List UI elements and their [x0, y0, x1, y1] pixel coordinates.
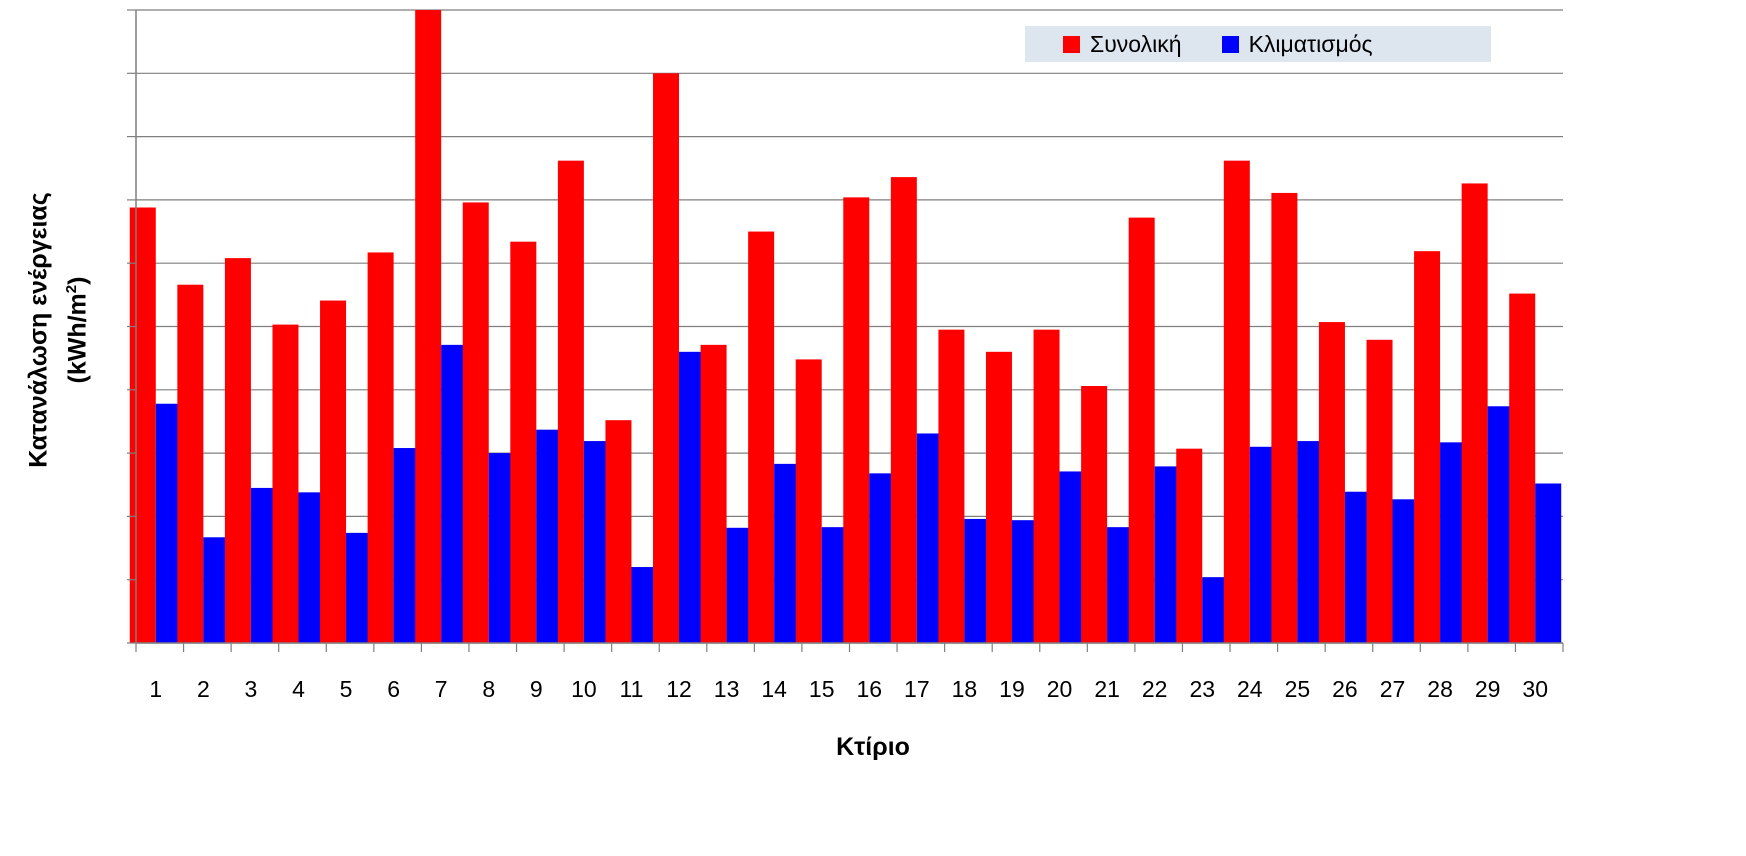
x-tick-label: 26: [1332, 676, 1358, 702]
x-tick-label: 10: [571, 676, 597, 702]
bar-total: [795, 359, 822, 643]
bar-total: [605, 420, 632, 643]
x-tick-label: 2: [197, 676, 210, 702]
bar-total: [557, 160, 584, 644]
bar-total: [1081, 386, 1108, 643]
bar-total: [1176, 448, 1203, 643]
legend-item-total: Συνολική: [1063, 31, 1182, 58]
x-tick-label: 24: [1237, 676, 1263, 702]
bar-total: [272, 324, 299, 643]
x-tick-label: 16: [856, 676, 882, 702]
x-tick-label: 6: [387, 676, 400, 702]
y-axis-label-unit: (kWh/m2): [63, 276, 92, 384]
x-tick-label: 12: [666, 676, 692, 702]
bar-total: [700, 344, 727, 643]
bar-total: [320, 300, 347, 643]
bar-total: [1318, 322, 1345, 643]
x-tick-label: 19: [999, 676, 1025, 702]
bar-total: [890, 177, 917, 643]
bars: [129, 10, 1562, 644]
bar-total: [224, 258, 251, 643]
x-tick-label: 21: [1094, 676, 1120, 702]
x-tick-label: 28: [1427, 676, 1453, 702]
axes: [127, 9, 1564, 652]
x-tick-label: 4: [292, 676, 305, 702]
bar-total: [938, 329, 965, 643]
bar-total: [748, 231, 775, 644]
legend: Συνολική Κλιματισμός: [1025, 26, 1491, 62]
x-tick-label: 1: [149, 676, 162, 702]
x-tick-label: 17: [904, 676, 930, 702]
bar-total: [177, 284, 204, 643]
x-tick-label: 22: [1142, 676, 1168, 702]
legend-swatch-cooling: [1221, 35, 1239, 53]
bar-total: [1033, 329, 1060, 643]
y-axis-label: Κατανάλωση ενέργειας (kWh/m2): [21, 192, 94, 468]
x-axis-label: Κτίριο: [836, 733, 910, 761]
bar-total: [985, 351, 1012, 643]
bar-total: [1509, 293, 1536, 643]
bar-total: [510, 241, 537, 644]
x-tick-label: 25: [1285, 676, 1311, 702]
x-tick-label: 27: [1380, 676, 1406, 702]
x-tick-label: 8: [482, 676, 495, 702]
x-tick-label: 15: [809, 676, 835, 702]
bar-total: [1414, 251, 1441, 643]
legend-swatch-total: [1063, 35, 1080, 53]
x-tick-labels: 1 2 3 4 5 6 7 8 9 10 11 12 13 14 15 16 17 18 19 20 21 22 23 24 2…: [149, 676, 1548, 702]
bar-total: [462, 202, 489, 643]
bar-total: [1271, 192, 1298, 643]
x-tick-label: 29: [1475, 676, 1501, 702]
legend-label-cooling: Κλιματισμός: [1248, 30, 1373, 57]
x-tick-label: 11: [620, 676, 644, 702]
x-tick-label: 13: [714, 676, 740, 702]
x-tick-label: 5: [340, 676, 353, 702]
legend-item-cooling: Κλιματισμός: [1221, 30, 1373, 58]
x-tick-label: 18: [952, 676, 978, 702]
x-tick-label: 30: [1522, 676, 1548, 702]
bar-total: [415, 10, 442, 643]
bar-total: [653, 73, 680, 644]
bar-total: [129, 207, 156, 643]
bar-total: [1366, 339, 1393, 643]
bar-cooling: [1535, 483, 1562, 643]
x-tick-label: 23: [1189, 676, 1215, 702]
bar-total: [843, 197, 870, 644]
bar-total: [1461, 183, 1488, 643]
legend-label-total: Συνολική: [1090, 30, 1182, 57]
y-axis-label-main: Κατανάλωση ενέργειας: [24, 192, 53, 468]
bar-total: [367, 252, 394, 643]
x-tick-label: 7: [435, 676, 448, 702]
bar-total: [1128, 217, 1155, 643]
x-tick-label: 20: [1047, 676, 1073, 702]
x-tick-label: 14: [761, 676, 787, 702]
x-tick-label: 9: [530, 676, 543, 702]
x-tick-label: 3: [245, 676, 258, 702]
bar-total: [1223, 160, 1250, 644]
